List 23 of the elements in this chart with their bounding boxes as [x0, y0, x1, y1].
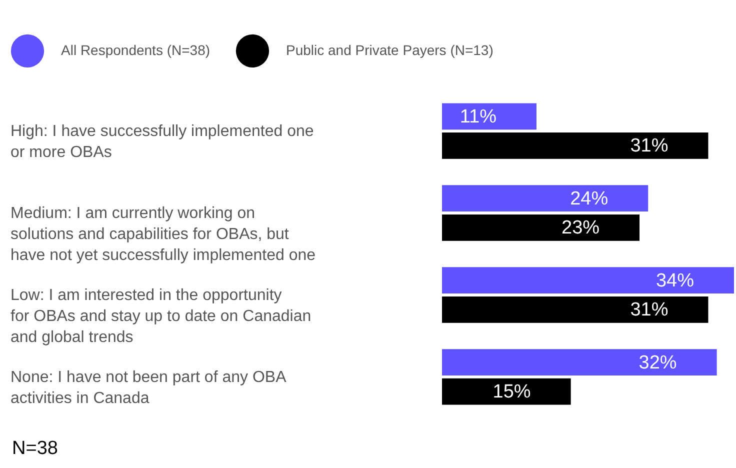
bar [442, 185, 648, 212]
y-tick-label: High: I have successfully implemented one or more OBAs [10, 123, 314, 162]
data-label: 15% [492, 382, 531, 403]
bar [442, 378, 571, 405]
text: N=38 [12, 438, 58, 460]
bar [442, 349, 717, 376]
data-label: 11% [460, 106, 497, 128]
bar [442, 296, 708, 323]
bar [442, 267, 734, 294]
bar [442, 214, 640, 241]
y-tick-label: Medium: I am currently working on solutions and capabilities for OBAs, but have not yet successfully implemented one [10, 205, 316, 264]
legend-label: Public and Private Payers (N=13) [286, 42, 494, 58]
y-tick-label: None: I have not been part of any OBA activities in Canada [10, 368, 287, 407]
data-label: 31% [630, 136, 668, 157]
y-tick-label: Low: I am interested in the opportunity for OBAs and stay up to date on Canadian and global trends [10, 286, 312, 346]
data-label: 24% [570, 188, 608, 210]
legend-label: All Respondents (N=38) [61, 42, 210, 58]
data-label: 32% [638, 352, 677, 374]
data-label: 23% [562, 218, 600, 239]
data-label: 31% [630, 300, 668, 321]
bar [442, 132, 708, 159]
bar [442, 103, 536, 130]
data-label: 34% [656, 270, 694, 292]
